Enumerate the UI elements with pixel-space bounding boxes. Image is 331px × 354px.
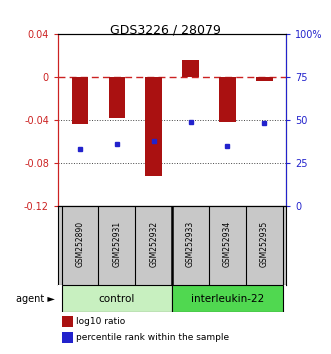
Bar xyxy=(62,285,172,312)
Text: GSM252933: GSM252933 xyxy=(186,221,195,267)
Bar xyxy=(182,59,199,77)
Text: interleukin-22: interleukin-22 xyxy=(191,294,264,304)
Text: percentile rank within the sample: percentile rank within the sample xyxy=(76,333,229,342)
Text: GSM252934: GSM252934 xyxy=(223,221,232,267)
Text: GSM252932: GSM252932 xyxy=(149,221,158,267)
Text: GSM252935: GSM252935 xyxy=(260,221,269,267)
Bar xyxy=(72,77,88,124)
Text: log10 ratio: log10 ratio xyxy=(76,317,125,326)
Text: GSM252931: GSM252931 xyxy=(112,221,121,267)
Bar xyxy=(256,77,272,81)
Bar xyxy=(109,77,125,118)
Bar xyxy=(219,77,236,122)
Bar xyxy=(63,332,73,343)
Text: GDS3226 / 28079: GDS3226 / 28079 xyxy=(110,23,221,36)
Text: agent ►: agent ► xyxy=(16,294,55,304)
Bar xyxy=(172,285,283,312)
Bar xyxy=(145,77,162,176)
Bar xyxy=(63,316,73,327)
Text: control: control xyxy=(99,294,135,304)
Text: GSM252890: GSM252890 xyxy=(75,221,84,267)
